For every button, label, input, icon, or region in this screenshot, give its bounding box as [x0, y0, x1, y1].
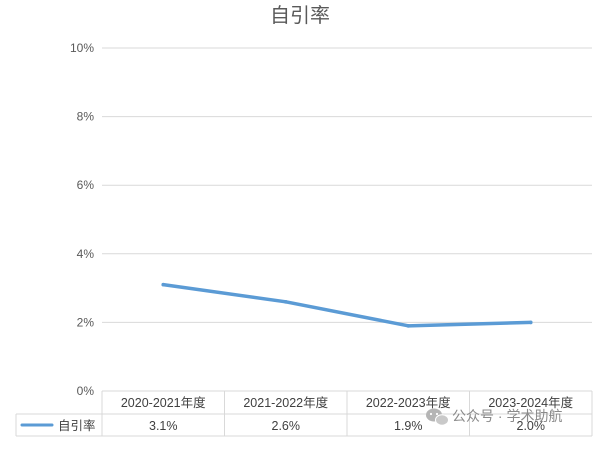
category-label: 2023-2024年度: [488, 395, 573, 410]
watermark: 公众号 · 学术助航: [426, 408, 562, 426]
category-label: 2021-2022年度: [243, 395, 328, 410]
y-tick-label: 6%: [77, 178, 95, 192]
data-table: 2020-2021年度 2021-2022年度 2022-2023年度 2023-20…: [15, 390, 593, 437]
gridlines: [102, 47, 592, 392]
data-label: 2.0%: [517, 419, 546, 433]
data-point: [161, 282, 166, 287]
data-label: 1.9%: [394, 419, 423, 433]
y-tick-label: 10%: [70, 41, 94, 55]
wechat-icon: [426, 408, 449, 426]
series-line: [161, 282, 533, 328]
data-label: 2.6%: [272, 419, 301, 433]
y-tick-label: 0%: [77, 384, 95, 398]
watermark-text: 公众号 · 学术助航: [452, 408, 562, 424]
data-point: [283, 300, 288, 304]
y-axis-ticks: 0% 2% 4% 6% 8% 10%: [70, 41, 94, 398]
y-tick-label: 8%: [77, 110, 95, 124]
y-tick-label: 4%: [77, 247, 95, 261]
category-label: 2020-2021年度: [121, 395, 206, 410]
category-label: 2022-2023年度: [366, 395, 451, 410]
data-point: [528, 320, 533, 325]
data-label: 3.1%: [149, 419, 178, 433]
legend-label: 自引率: [58, 418, 96, 433]
chart-title: 自引率: [270, 4, 330, 27]
series-lines: [161, 282, 533, 328]
data-point: [406, 324, 411, 328]
y-tick-label: 2%: [77, 315, 95, 329]
